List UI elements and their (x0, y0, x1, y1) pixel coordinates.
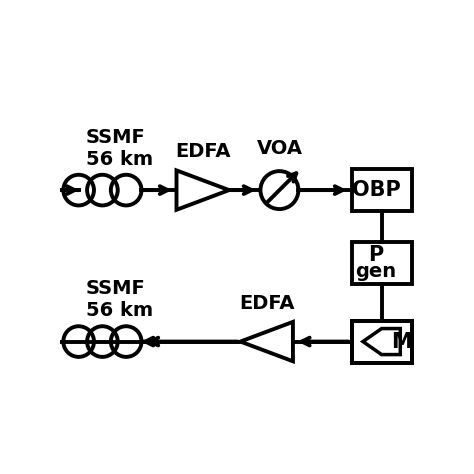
Bar (352, 169, 412, 211)
Text: EDFA: EDFA (175, 142, 230, 161)
Text: M: M (391, 332, 411, 352)
Text: EDFA: EDFA (239, 294, 294, 313)
Text: VOA: VOA (256, 138, 302, 158)
Text: SSMF: SSMF (86, 128, 146, 146)
Bar (352, 320, 412, 363)
Bar (352, 320, 412, 363)
Text: 56 km: 56 km (86, 301, 153, 320)
Text: P: P (368, 245, 384, 265)
Bar (352, 242, 412, 284)
Text: 56 km: 56 km (86, 150, 153, 169)
Text: OBP: OBP (352, 180, 401, 200)
Text: gen: gen (356, 262, 397, 281)
Text: SSMF: SSMF (86, 279, 146, 298)
